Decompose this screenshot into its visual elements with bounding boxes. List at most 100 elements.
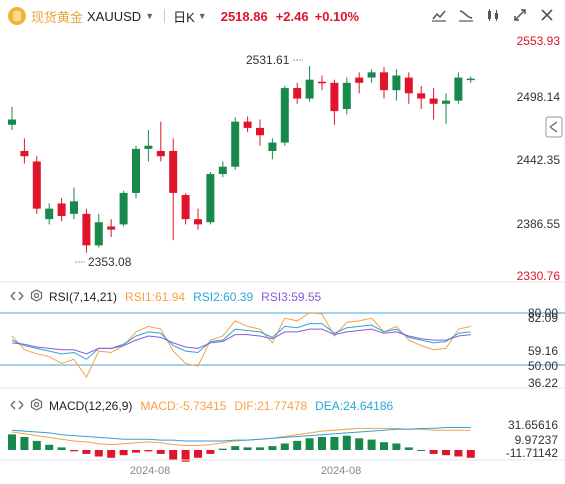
macd-bar — [218, 448, 227, 450]
candle — [355, 72, 364, 94]
macd-bar — [231, 446, 240, 450]
symbol-name[interactable]: 现货黄金 — [31, 9, 84, 25]
symbol-dropdown-icon[interactable]: ▼ — [145, 11, 155, 21]
candle — [45, 203, 54, 225]
date-axis: 2024-08 2024-08 — [0, 459, 565, 477]
rsi1-line — [11, 312, 471, 379]
macd-tick: 31.65616 — [508, 418, 558, 432]
candle — [392, 69, 401, 101]
macd-bar — [57, 447, 66, 450]
macd-bar — [181, 450, 190, 462]
candle — [107, 219, 116, 237]
rsi3-value: RSI3:59.55 — [261, 290, 322, 304]
candle — [342, 77, 351, 115]
macd-bar — [156, 450, 165, 454]
symbol-code[interactable]: XAUUSD — [87, 8, 142, 24]
gold-logo-icon — [8, 7, 26, 25]
macd-bar — [442, 450, 450, 456]
macd-bar — [8, 434, 16, 450]
rsi-tick: 59.16 — [528, 344, 558, 358]
candle — [57, 198, 66, 222]
candle — [442, 93, 450, 124]
candle — [417, 85, 426, 110]
chart-canvas[interactable]: 2553.93 2498.14 2442.35 2386.55 2330.76 … — [0, 32, 565, 484]
macd-bar — [107, 450, 116, 458]
close-icon[interactable] — [536, 8, 557, 25]
candle — [454, 72, 463, 104]
candle — [293, 82, 302, 104]
candle — [429, 88, 438, 120]
macd-bar — [367, 439, 376, 450]
macd-bar — [392, 443, 401, 450]
candle — [380, 67, 388, 99]
macd-bar — [144, 450, 153, 452]
macd-bar — [454, 450, 463, 457]
date-tick: 2024-08 — [130, 465, 170, 477]
macd-legend: MACD(12,26,9) MACD:-5.73415 DIF:21.77478… — [10, 398, 401, 414]
candle-settings-icon[interactable] — [482, 8, 503, 25]
macd-bar — [243, 447, 252, 450]
price-tick: 2442.35 — [517, 153, 561, 167]
candle — [330, 79, 339, 125]
macd-bar — [429, 450, 438, 454]
header-divider — [164, 9, 166, 23]
candle — [20, 138, 29, 164]
macd-bar — [45, 444, 54, 450]
macd-bar — [70, 450, 78, 452]
candle — [268, 138, 277, 160]
macd-pane: 31.65616 9.97237 -11.71142 — [8, 418, 558, 462]
macd-bar — [305, 438, 314, 450]
dea-value: DEA:24.64186 — [315, 399, 394, 413]
fullscreen-icon[interactable] — [509, 8, 530, 25]
macd-bar — [380, 442, 388, 450]
macd-name[interactable]: MACD(12,26,9) — [49, 399, 133, 413]
macd-bar — [94, 450, 103, 457]
period-dropdown-icon[interactable]: ▼ — [197, 11, 207, 21]
rsi-legend: RSI(7,14,21) RSI1:61.94 RSI2:60.39 RSI3:… — [10, 289, 329, 305]
dif-line — [11, 427, 471, 446]
chart-type-icon[interactable] — [428, 8, 449, 25]
candle — [156, 121, 165, 162]
candle — [466, 76, 475, 83]
price-change-pct: +0.10% — [314, 8, 360, 24]
rsi-pane: 80.00 82.09 59.16 50.00 36.22 — [0, 306, 565, 390]
low-label: 2353.08 — [88, 255, 132, 269]
candle — [8, 106, 16, 131]
macd-bar — [119, 450, 128, 456]
macd-bar — [206, 450, 215, 454]
macd-tick: -11.71142 — [506, 446, 559, 460]
settings-icon[interactable] — [30, 398, 43, 414]
candle — [94, 213, 103, 248]
macd-bar — [132, 450, 140, 453]
macd-bar — [82, 450, 91, 454]
settings-icon[interactable] — [30, 289, 43, 305]
macd-value: MACD:-5.73415 — [140, 399, 227, 413]
candle — [218, 161, 227, 178]
rsi-name[interactable]: RSI(7,14,21) — [49, 290, 118, 304]
candle — [119, 190, 128, 227]
candle — [256, 119, 264, 146]
macd-bar — [256, 447, 264, 450]
rsi3-line — [11, 328, 471, 355]
macd-bar — [194, 450, 202, 458]
candle — [206, 171, 215, 225]
candle — [82, 208, 91, 253]
chart-header: 现货黄金 XAUUSD ▼ 日K ▼ 2518.86 +2.46 +0.10% — [0, 0, 565, 32]
indicator-icon[interactable] — [455, 8, 476, 25]
toolbar — [428, 8, 557, 25]
visibility-toggle-icon[interactable] — [10, 400, 24, 413]
collapse-axis-button[interactable] — [545, 116, 563, 138]
candle — [280, 85, 289, 146]
dif-value: DIF:21.77478 — [234, 399, 308, 413]
visibility-toggle-icon[interactable] — [10, 291, 24, 304]
price-tick: 2553.93 — [517, 34, 561, 48]
macd-bar — [466, 450, 475, 458]
rsi-tick: 82.09 — [528, 311, 558, 325]
macd-bar — [293, 440, 302, 450]
macd-bar — [342, 435, 351, 450]
period-selector[interactable]: 日K — [173, 9, 195, 25]
price-tick: 2498.14 — [517, 90, 561, 104]
rsi-tick: 50.00 — [528, 359, 558, 373]
macd-bar — [32, 440, 41, 450]
last-price: 2518.86 — [220, 8, 268, 24]
